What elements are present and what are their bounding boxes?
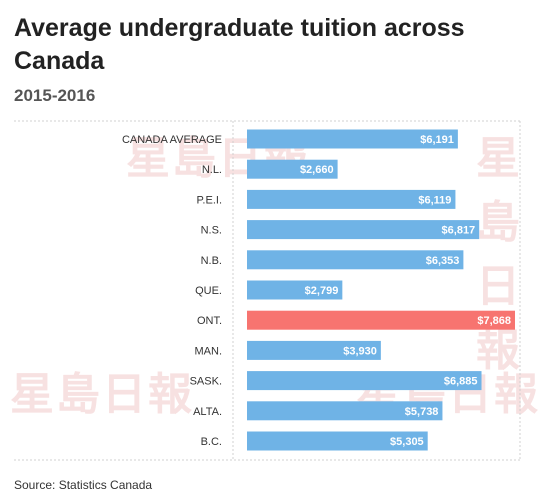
category-label: CANADA AVERAGE (122, 134, 222, 146)
value-label: $7,868 (477, 315, 511, 327)
category-label: P.E.I. (197, 194, 222, 206)
bar-alta (247, 401, 443, 421)
bar-ont (247, 310, 515, 330)
bar-b-c (247, 431, 428, 451)
bar-n-l (247, 159, 338, 179)
value-label: $5,738 (405, 406, 439, 418)
category-label: N.S. (201, 225, 222, 237)
category-label: ALTA. (193, 406, 222, 418)
bar-n-s (247, 220, 480, 240)
category-labels: CANADA AVERAGE N.L. P.E.I. N.S. N.B. QUE. ONT.… (122, 134, 222, 448)
bar-man (247, 340, 381, 360)
value-label: $6,119 (418, 194, 451, 206)
bar-group (247, 129, 515, 451)
source-note: Source: Statistics Canada (14, 478, 153, 492)
category-label: B.C. (201, 436, 222, 448)
value-label: $6,817 (442, 225, 476, 237)
category-label: QUE. (195, 285, 222, 297)
category-label: ONT. (197, 315, 222, 327)
value-label: $3,930 (343, 345, 377, 357)
category-label: N.L. (202, 164, 222, 176)
chart-title: Average undergraduate tuition across Can… (14, 14, 465, 75)
value-label: $2,660 (300, 164, 334, 176)
chart-subtitle: 2015-2016 (14, 86, 96, 105)
bar-canada-average (247, 129, 458, 149)
category-label: N.B. (201, 255, 222, 267)
value-label: $5,305 (390, 436, 424, 448)
value-label: $6,353 (426, 255, 460, 267)
chart-frame (14, 120, 521, 461)
bar-sask (247, 371, 482, 391)
value-label: $6,191 (420, 134, 454, 146)
bar-p-e-i (247, 189, 456, 209)
bar-chart: CANADA AVERAGE N.L. P.E.I. N.S. N.B. QUE. ONT.… (14, 120, 521, 461)
category-label: MAN. (195, 345, 223, 357)
value-labels: $6,191 $2,660 $6,119 $6,817 $6,353 $2,799 $7,8… (300, 134, 511, 448)
value-label: $2,799 (305, 285, 339, 297)
bar-que (247, 280, 343, 300)
value-label: $6,885 (444, 376, 478, 388)
category-label: SASK. (190, 376, 222, 388)
bar-n-b (247, 250, 464, 270)
